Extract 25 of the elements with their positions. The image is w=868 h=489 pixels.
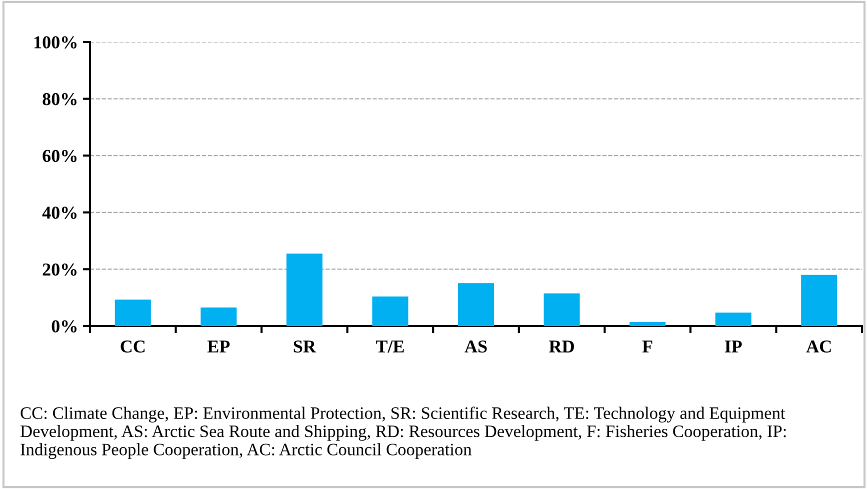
bar <box>200 308 237 326</box>
y-tick-label: 100% <box>34 36 76 48</box>
bar <box>715 312 752 326</box>
bar <box>372 296 408 326</box>
bar <box>286 254 322 326</box>
bar <box>801 274 838 326</box>
bar <box>544 293 580 326</box>
x-tick-label: RD <box>549 340 574 352</box>
y-tick-label: 20% <box>42 263 76 276</box>
y-tick-label: 0% <box>52 320 76 332</box>
x-tick-label: SR <box>294 340 316 353</box>
y-tick-label: 80% <box>42 93 76 106</box>
x-tick-label: T/E <box>376 340 404 353</box>
bar <box>630 322 666 326</box>
x-tick-label: CC <box>120 340 145 353</box>
x-tick-label: IP <box>724 340 742 352</box>
y-tick-label: 40% <box>42 206 76 219</box>
x-tick-label: EP <box>207 340 230 352</box>
x-tick-label: AS <box>464 340 487 353</box>
text: CC: Climate Change, EP: Environmental Protection, SR: Scientific Research, TE: Technology and Equipment Development, AS: Arctic Sea Route and Shipping, RD: Resources Development, F: Fisheries Cooperation, IP: Indigenous People Cooperation, AC: Arctic Council Cooperation <box>20 406 786 459</box>
y-tick-label: 60% <box>42 150 76 162</box>
bar <box>114 300 151 326</box>
x-tick-label: F <box>642 340 652 352</box>
x-tick-label: AC <box>806 340 831 353</box>
bar <box>458 283 494 326</box>
